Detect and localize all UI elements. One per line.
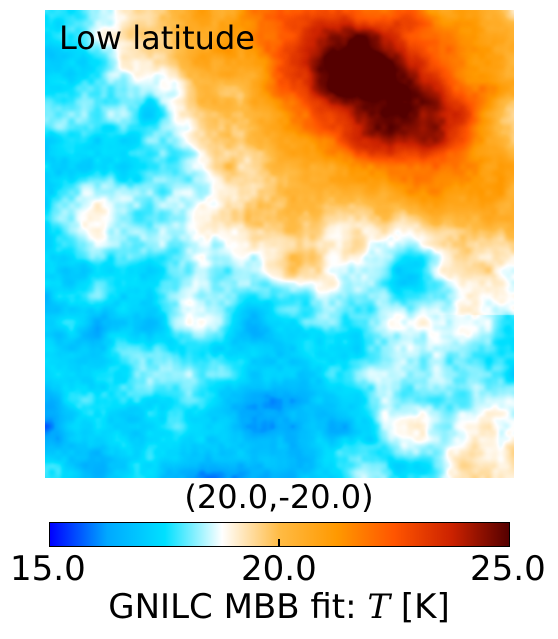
colorbar-label: GNILC MBB fit: T [K]	[0, 590, 558, 624]
colorbar-tick-label: 15.0	[10, 549, 86, 589]
region-label: Low latitude	[59, 19, 255, 57]
colorbar-tick-label: 25.0	[470, 549, 546, 589]
colorbar-tick-label: 20.0	[241, 549, 317, 589]
colorbar	[49, 522, 510, 547]
colorbar-label-prefix: GNILC MBB fit:	[108, 587, 368, 627]
colorbar-label-unit: [K]	[390, 587, 450, 627]
temperature-map	[45, 10, 514, 478]
map-coordinates: (20.0,-20.0)	[184, 478, 374, 516]
colorbar-mid-tick	[278, 539, 280, 547]
colorbar-label-variable: T	[367, 587, 391, 627]
